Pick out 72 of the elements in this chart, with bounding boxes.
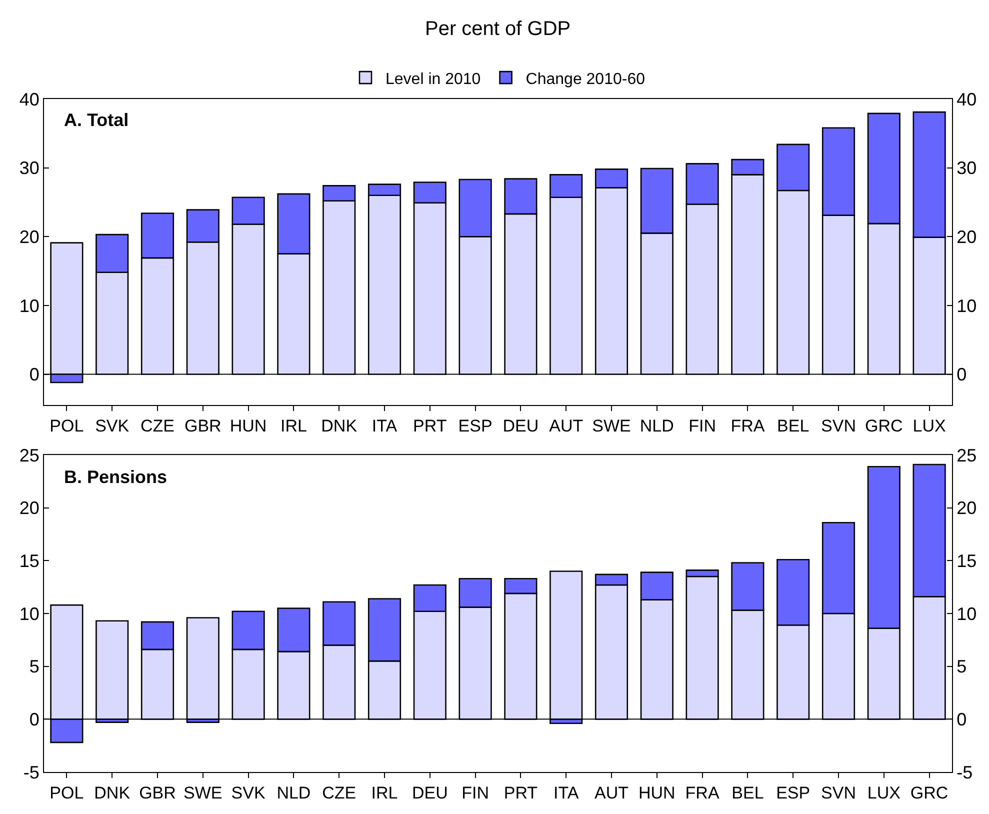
y2-tick-label: 10 [956, 296, 977, 316]
y-tick-label: 0 [29, 364, 40, 385]
y2-tick-label: 0 [956, 364, 967, 385]
x-tick-label: POL [50, 416, 84, 436]
y-tick-label: 10 [19, 604, 40, 624]
y-tick-label: -5 [23, 762, 40, 782]
x-tick-label: IRL [280, 416, 307, 436]
y2-tick-label: 40 [956, 89, 977, 110]
y2-tick-label: 0 [956, 709, 967, 730]
x-tick-label: CZE [140, 416, 174, 436]
x-tick-label: FIN [462, 783, 489, 802]
x-tick-label: LUX [867, 783, 900, 802]
x-tick-label: FRA [730, 416, 766, 436]
x-tick-label: HUN [230, 416, 267, 436]
x-tick-label: SWE [592, 416, 631, 436]
x-tick-label: DEU [412, 783, 448, 802]
x-tick-label: FIN [688, 416, 716, 436]
y2-tick-label: 15 [956, 550, 977, 571]
x-tick-label: GBR [184, 416, 222, 436]
y2-tick-label: 5 [956, 656, 967, 677]
x-tick-label: DNK [94, 783, 131, 802]
x-tick-label: GRC [865, 416, 903, 436]
x-tick-label: PRT [504, 783, 538, 802]
x-tick-label: CZE [322, 783, 356, 802]
annotation: A. Total [64, 110, 129, 130]
x-tick-label: AUT [594, 783, 628, 802]
y2-tick-label: 30 [956, 158, 977, 178]
y-tick-label: 20 [19, 498, 40, 518]
x-tick-label: BEL [732, 783, 764, 802]
chart-title: Per cent of GDP [425, 18, 571, 40]
y-tick-label: 25 [19, 445, 40, 466]
y-tick-label: 5 [29, 656, 40, 677]
x-tick-label: GBR [139, 783, 176, 802]
x-tick-label: NLD [640, 416, 674, 436]
x-tick-label: NLD [276, 783, 311, 802]
y-tick-label: 30 [19, 158, 40, 178]
x-tick-label: SVN [821, 783, 856, 802]
y-tick-label: 0 [29, 709, 40, 730]
x-tick-label: SVN [821, 416, 856, 436]
annotation: B. Pensions [64, 467, 168, 487]
x-tick-label: ESP [458, 416, 492, 436]
x-tick-label: IRL [371, 783, 398, 802]
y2-tick-label: 20 [956, 498, 977, 518]
bar [186, 617, 220, 720]
legend-label: Level in 2010 [386, 70, 481, 88]
x-tick-label: DNK [321, 416, 358, 436]
legend-label: Change 2010-60 [526, 70, 646, 88]
x-tick-label: DEU [502, 416, 539, 436]
bar [550, 570, 583, 720]
x-tick-label: SVK [231, 783, 266, 802]
x-tick-label: ESP [776, 783, 810, 802]
x-tick-label: PRT [413, 416, 447, 436]
y-tick-label: 15 [19, 550, 40, 571]
x-tick-label: SVK [95, 416, 130, 436]
x-tick-label: AUT [549, 416, 584, 436]
x-tick-label: POL [50, 783, 84, 802]
x-tick-label: LUX [912, 416, 946, 436]
y-tick-label: 10 [19, 296, 40, 316]
y2-tick-label: -5 [956, 762, 973, 782]
x-tick-label: SWE [184, 783, 222, 802]
bar [96, 620, 129, 720]
x-tick-label: ITA [554, 783, 580, 802]
y-tick-label: 20 [19, 226, 40, 247]
x-tick-label: HUN [638, 783, 676, 802]
y2-tick-label: 25 [956, 445, 977, 466]
x-tick-label: ITA [372, 416, 398, 436]
x-tick-label: FRA [685, 783, 720, 802]
y2-tick-label: 10 [956, 604, 977, 624]
y2-tick-label: 20 [956, 226, 977, 247]
y-tick-label: 40 [19, 89, 40, 110]
x-tick-label: BEL [777, 416, 810, 436]
x-tick-label: GRC [910, 783, 948, 802]
